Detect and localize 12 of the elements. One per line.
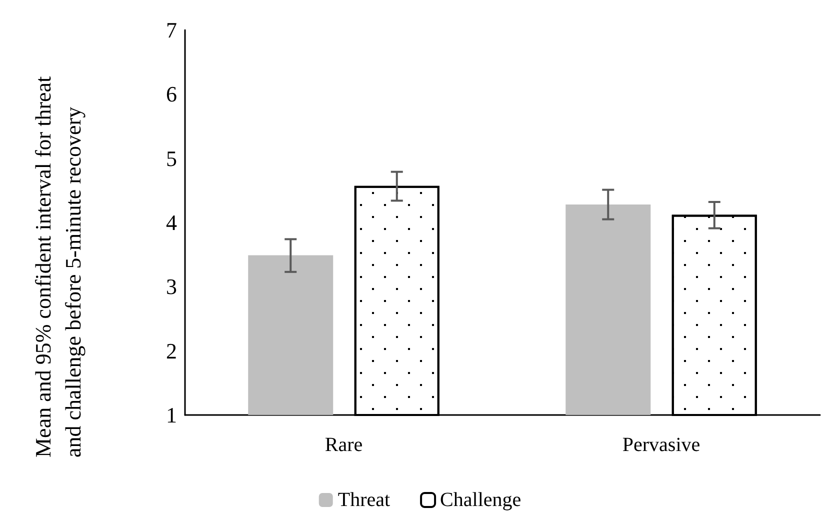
- y-tick-label: 7: [166, 18, 177, 42]
- legend-label: Challenge: [440, 489, 522, 511]
- y-tick-label: 5: [166, 146, 177, 171]
- y-tick-label: 4: [166, 210, 177, 235]
- y-tick-label: 2: [166, 338, 177, 364]
- y-axis-title: Mean and 95% confident interval for threat and challenge before 5-minute recovery: [30, 70, 86, 458]
- legend-label: Threat: [338, 489, 390, 511]
- x-tick-label: Pervasive: [622, 434, 700, 456]
- y-tick-label: 3: [166, 274, 177, 300]
- y-tick-label: 6: [166, 82, 177, 107]
- x-tick-label: Rare: [324, 434, 363, 456]
- y-tick-label: 1: [166, 402, 177, 428]
